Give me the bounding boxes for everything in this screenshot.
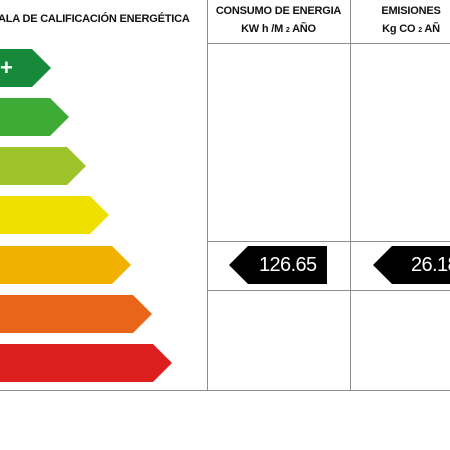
bottom-border (0, 390, 450, 391)
header-divider (207, 43, 450, 44)
rating-bar-e (0, 295, 153, 333)
column-divider (207, 0, 208, 390)
consumption-value-tag: 126.65 (229, 246, 327, 284)
rating-bar-f (0, 344, 173, 382)
emissions-header: EMISIONES Kg CO 2 AÑ (351, 2, 450, 42)
energy-label-table: ALA DE CALIFICACIÓN ENERGÉTICA CONSUMO D… (0, 0, 450, 391)
consumption-unit: KW h /M 2 AÑO (241, 23, 316, 35)
scale-header: ALA DE CALIFICACIÓN ENERGÉTICA (0, 13, 190, 25)
rating-bar-c (0, 196, 110, 234)
row-divider (207, 290, 450, 291)
emissions-value-tag: 26.18 (373, 246, 450, 284)
rating-bar-a (0, 98, 70, 136)
consumption-header: CONSUMO DE ENERGIA KW h /M 2 AÑO (207, 2, 350, 40)
emissions-value: 26.18 (411, 254, 450, 276)
rating-bar-a-plus: + (0, 49, 52, 87)
emissions-title: EMISIONES (381, 5, 441, 17)
row-divider (207, 241, 450, 242)
column-divider (350, 0, 351, 390)
emissions-unit: Kg CO 2 AÑ (382, 23, 440, 35)
rating-bar-b (0, 147, 87, 185)
rating-bar-label: + (0, 55, 13, 80)
consumption-value: 126.65 (259, 254, 317, 276)
rating-bar-d (0, 246, 132, 284)
consumption-title: CONSUMO DE ENERGIA (215, 5, 342, 17)
